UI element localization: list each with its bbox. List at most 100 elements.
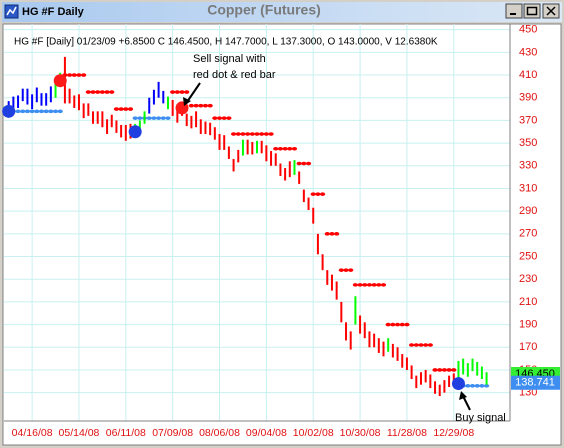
stop-dot (413, 343, 419, 347)
stop-dot (48, 109, 54, 114)
signal-dot (53, 74, 67, 88)
stop-dot (24, 109, 31, 114)
stop-dot (343, 268, 349, 272)
signal-dot (2, 104, 16, 118)
stop-dot (432, 368, 438, 372)
stop-dot (273, 146, 279, 151)
annotation: Buy signal (455, 412, 506, 424)
stop-dot (193, 103, 199, 108)
x-tick-label: 12/29/08 (433, 427, 474, 439)
stop-dot (34, 109, 40, 114)
annotation-arrowhead (183, 97, 191, 106)
stop-dot (277, 146, 284, 151)
stop-dot (315, 192, 321, 196)
stop-dot (376, 283, 382, 287)
stop-dot (15, 109, 21, 114)
stop-dot (249, 132, 255, 136)
stop-dot (437, 368, 443, 372)
stop-dot (188, 103, 195, 108)
stop-dot (254, 132, 260, 136)
stop-dot (156, 116, 162, 120)
stop-dot (109, 90, 115, 94)
stop-dot (291, 146, 298, 151)
y-tick-label: 230 (519, 273, 537, 285)
x-tick-label: 06/11/08 (106, 427, 146, 439)
stop-dot (43, 109, 49, 114)
signal-dot (128, 125, 142, 139)
stop-dot (268, 132, 274, 136)
y-tick-label: 410 (519, 69, 537, 81)
stop-dot (198, 103, 204, 108)
stop-dot (179, 90, 185, 94)
stop-dot (399, 322, 405, 327)
stop-dot (380, 283, 387, 287)
stop-dot (118, 107, 124, 111)
stop-dot (305, 161, 312, 166)
window-title: HG #F Daily (22, 6, 85, 18)
stop-dot (385, 322, 391, 327)
stop-dot (151, 116, 157, 120)
stop-dot (259, 132, 265, 136)
stop-dot (184, 90, 190, 94)
y-tick-label: 210 (519, 296, 537, 308)
stop-dot (71, 73, 77, 77)
x-tick-label: 04/16/08 (12, 427, 53, 439)
stop-dot (226, 116, 232, 120)
y-tick-label: 190 (519, 318, 537, 330)
chart-panel (2, 23, 562, 446)
chart-title: Copper (Futures) (207, 2, 321, 18)
y-tick-label: 290 (519, 205, 537, 217)
y-tick-label: 270 (519, 228, 537, 240)
app-icon-glyph (6, 6, 17, 16)
stop-dot (409, 343, 415, 347)
stop-dot (390, 322, 396, 327)
stop-dot (132, 116, 138, 120)
stop-dot (165, 116, 171, 120)
minimize-button[interactable] (505, 3, 523, 19)
stop-dot (212, 116, 218, 120)
window-buttons (505, 3, 560, 19)
stop-dot (137, 116, 143, 120)
stop-dot (202, 103, 209, 108)
stop-dot (57, 109, 63, 114)
price-tag (511, 375, 560, 390)
x-tick-label: 11/28/08 (387, 427, 427, 439)
stop-dot (310, 192, 316, 196)
stop-dot (113, 107, 120, 111)
x-tick-label: 10/02/08 (293, 427, 334, 439)
stop-dot (366, 283, 373, 287)
stop-dot (90, 90, 96, 94)
info-line: HG #F [Daily] 01/23/09 +6.8500 C 146.450… (14, 37, 438, 48)
stop-dot (127, 107, 134, 111)
stop-dot (404, 322, 410, 327)
annotation: Sell signal with (193, 53, 266, 65)
stop-dot (394, 322, 401, 327)
stop-dot (324, 232, 330, 236)
stop-dot (352, 283, 358, 287)
signal-dot (451, 377, 465, 391)
stop-dot (441, 368, 448, 372)
y-tick-label: 330 (519, 160, 537, 172)
grid: 1301501701902102302502702903103303503703… (4, 24, 537, 439)
y-tick-label: 370 (519, 114, 537, 126)
stop-dot (469, 384, 476, 388)
stop-dot (76, 73, 82, 77)
y-tick-label: 390 (519, 92, 537, 104)
stop-dot (52, 109, 59, 114)
annotation-arrow (462, 395, 471, 411)
stop-dot (451, 368, 457, 372)
stop-dot (240, 132, 246, 136)
stop-dot (207, 103, 213, 108)
stop-dot (334, 232, 340, 236)
maximize-button[interactable] (523, 3, 541, 19)
stop-dot (287, 146, 293, 151)
stop-dot (104, 90, 110, 94)
stop-dot (216, 116, 223, 120)
stop-dot (427, 343, 433, 347)
stop-dot (245, 132, 251, 136)
stop-dot (371, 283, 377, 287)
price-tag-label: 138.741 (515, 377, 555, 389)
stop-dot (99, 90, 105, 94)
stop-dot (221, 116, 227, 120)
x-tick-label: 10/30/08 (340, 427, 381, 439)
